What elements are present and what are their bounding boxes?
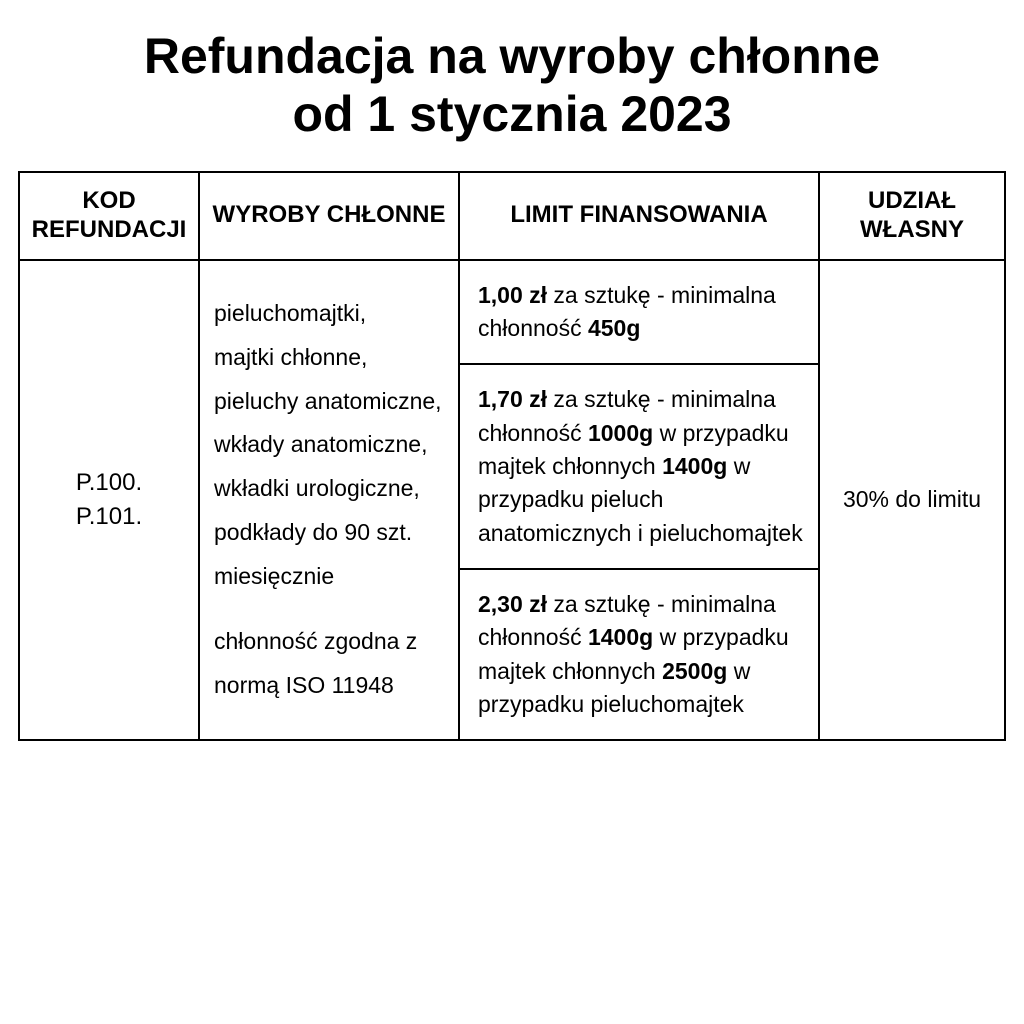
- col-header-own-text: UDZIAŁ WŁASNY: [860, 187, 964, 243]
- cell-limit-1: 1,00 zł za sztukę - minimalna chłonność …: [459, 260, 819, 365]
- product-line: pieluchomajtki,: [214, 292, 448, 336]
- cell-own-share: 30% do limitu: [819, 260, 1005, 741]
- page: Refundacja na wyroby chłonne od 1 styczn…: [0, 0, 1024, 741]
- own-share-text: 30% do limitu: [843, 486, 981, 512]
- code-line: P.101.: [76, 503, 142, 530]
- absorb-value: 1400g: [662, 453, 727, 479]
- absorb-value: 1000g: [588, 420, 653, 446]
- col-header-limit-text: LIMIT FINANSOWANIA: [510, 201, 767, 228]
- cell-limit-3: 2,30 zł za sztukę - minimalna chłonność …: [459, 569, 819, 740]
- price-value: 1,70 zł: [478, 386, 547, 412]
- table-row: P.100. P.101. pieluchomajtki, majtki chł…: [19, 260, 1005, 365]
- col-header-prod: WYROBY CHŁONNE: [199, 172, 459, 260]
- title-line-1: Refundacja na wyroby chłonne: [144, 28, 880, 84]
- product-line: podkłady do 90 szt.: [214, 511, 448, 555]
- product-line: normą ISO 11948: [214, 664, 448, 708]
- table-header-row: KOD REFUNDACJI WYROBY CHŁONNE LIMIT FINA…: [19, 172, 1005, 260]
- reimbursement-table: KOD REFUNDACJI WYROBY CHŁONNE LIMIT FINA…: [18, 171, 1006, 741]
- col-header-limit: LIMIT FINANSOWANIA: [459, 172, 819, 260]
- page-title: Refundacja na wyroby chłonne od 1 styczn…: [18, 28, 1006, 143]
- product-line: pieluchy anatomiczne,: [214, 380, 448, 424]
- absorb-value: 1400g: [588, 624, 653, 650]
- col-header-own: UDZIAŁ WŁASNY: [819, 172, 1005, 260]
- price-value: 1,00 zł: [478, 282, 547, 308]
- price-value: 2,30 zł: [478, 591, 547, 617]
- title-line-2: od 1 stycznia 2023: [292, 86, 731, 142]
- cell-code: P.100. P.101.: [19, 260, 199, 741]
- cell-products: pieluchomajtki, majtki chłonne, pieluchy…: [199, 260, 459, 741]
- code-line: P.100.: [76, 469, 142, 496]
- product-line: wkładki urologiczne,: [214, 467, 448, 511]
- col-header-prod-text: WYROBY CHŁONNE: [213, 201, 446, 228]
- spacer: [214, 598, 448, 620]
- product-line: miesięcznie: [214, 555, 448, 599]
- product-line: majtki chłonne,: [214, 336, 448, 380]
- absorb-value: 2500g: [662, 658, 727, 684]
- col-header-code: KOD REFUNDACJI: [19, 172, 199, 260]
- product-line: chłonność zgodna z: [214, 620, 448, 664]
- absorb-value: 450g: [588, 315, 640, 341]
- cell-limit-2: 1,70 zł za sztukę - minimalna chłonność …: [459, 364, 819, 569]
- product-line: wkłady anatomiczne,: [214, 423, 448, 467]
- col-header-code-text: KOD REFUNDACJI: [32, 187, 187, 243]
